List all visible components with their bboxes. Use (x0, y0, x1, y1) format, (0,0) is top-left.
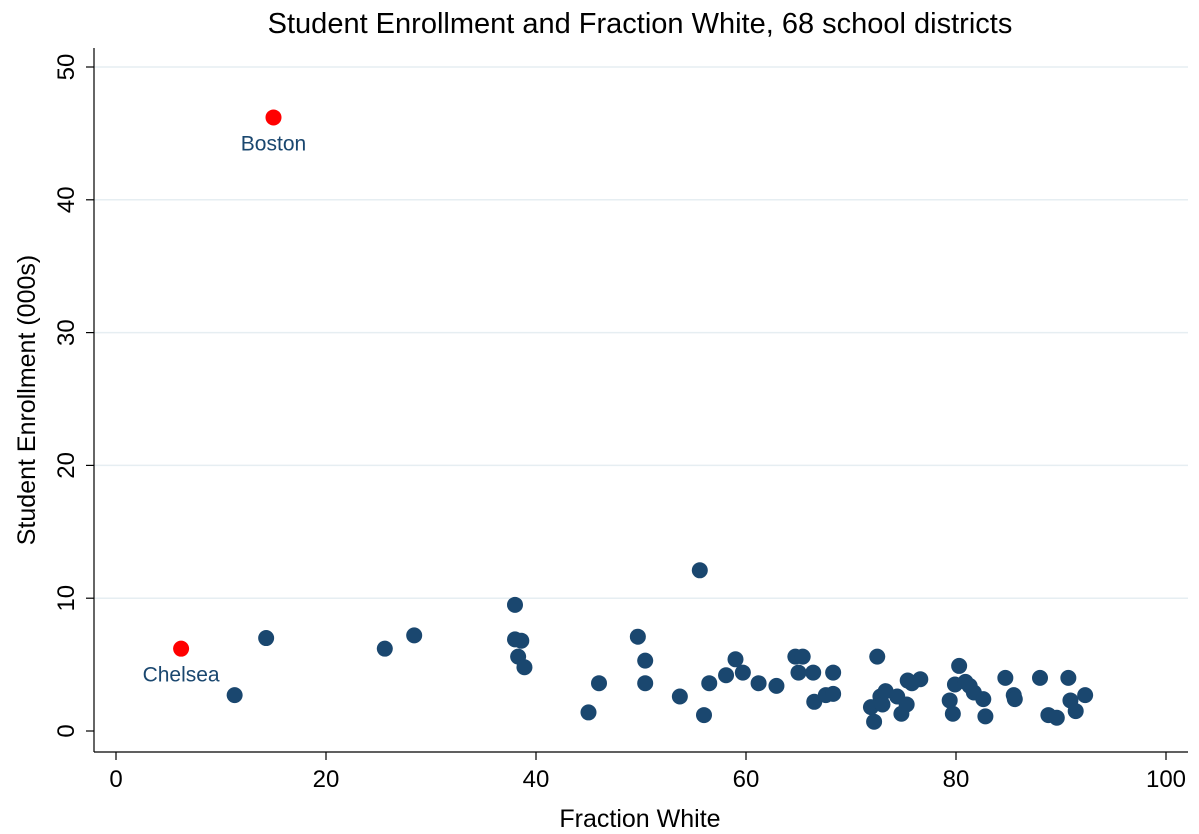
y-tick-label: 30 (53, 319, 80, 346)
data-point (997, 669, 1014, 686)
data-point (951, 657, 968, 674)
data-point (406, 627, 423, 644)
data-point (637, 675, 654, 692)
x-axis-label: Fraction White (559, 805, 720, 833)
data-point (1032, 669, 1048, 686)
x-tick-label: 80 (943, 766, 970, 793)
data-point (898, 696, 915, 713)
data-point (941, 692, 958, 709)
data-point (265, 109, 282, 126)
data-point (734, 664, 751, 681)
point-annotations: Boston Chelsea (143, 132, 307, 686)
data-point (516, 659, 533, 676)
x-tick-label: 60 (733, 766, 760, 793)
x-tick-label: 40 (523, 766, 550, 793)
data-point (629, 628, 646, 645)
data-point (912, 671, 929, 688)
data-points (173, 109, 1094, 730)
point-label: Chelsea (143, 664, 220, 687)
data-point (866, 713, 883, 730)
y-tick-label: 10 (53, 585, 80, 612)
y-tick-label: 40 (53, 186, 80, 213)
data-point (637, 652, 654, 669)
data-point (805, 664, 822, 681)
axes: 0 10 20 30 40 50 0 20 40 60 80 100 (53, 48, 1188, 793)
data-point (975, 691, 992, 708)
data-point (1067, 703, 1084, 720)
data-point (727, 651, 744, 668)
data-point (718, 667, 735, 684)
x-tick-label: 20 (313, 766, 340, 793)
data-point (226, 687, 243, 704)
gridlines (94, 66, 1188, 599)
data-point (580, 704, 597, 721)
chart-title: Student Enrollment and Fraction White, 6… (268, 8, 1013, 40)
point-label: Boston (241, 132, 306, 155)
data-point (1077, 687, 1094, 704)
data-point (977, 708, 994, 725)
data-point (507, 596, 523, 613)
data-point (768, 677, 785, 694)
y-axis-label: Student Enrollment (000s) (13, 255, 41, 545)
y-tick-label: 50 (53, 54, 80, 81)
data-point (691, 562, 708, 579)
data-point (701, 675, 718, 692)
data-point (825, 685, 842, 702)
data-point (825, 664, 842, 681)
y-tick-label: 0 (53, 724, 80, 737)
data-point (173, 640, 190, 657)
data-point (750, 675, 767, 692)
data-point (1048, 709, 1065, 726)
data-point (1006, 691, 1023, 708)
data-point (1060, 669, 1077, 686)
x-tick-label: 100 (1146, 766, 1186, 793)
data-point (376, 640, 393, 657)
data-point (790, 664, 807, 681)
data-point (258, 630, 275, 647)
data-point (513, 632, 530, 649)
data-point (944, 705, 961, 722)
data-point (874, 696, 891, 713)
data-point (591, 675, 607, 692)
data-point (794, 648, 811, 665)
data-point (869, 648, 886, 665)
x-tick-label: 0 (109, 766, 122, 793)
y-tick-label: 20 (53, 452, 80, 479)
data-point (696, 707, 712, 724)
data-point (671, 688, 688, 705)
